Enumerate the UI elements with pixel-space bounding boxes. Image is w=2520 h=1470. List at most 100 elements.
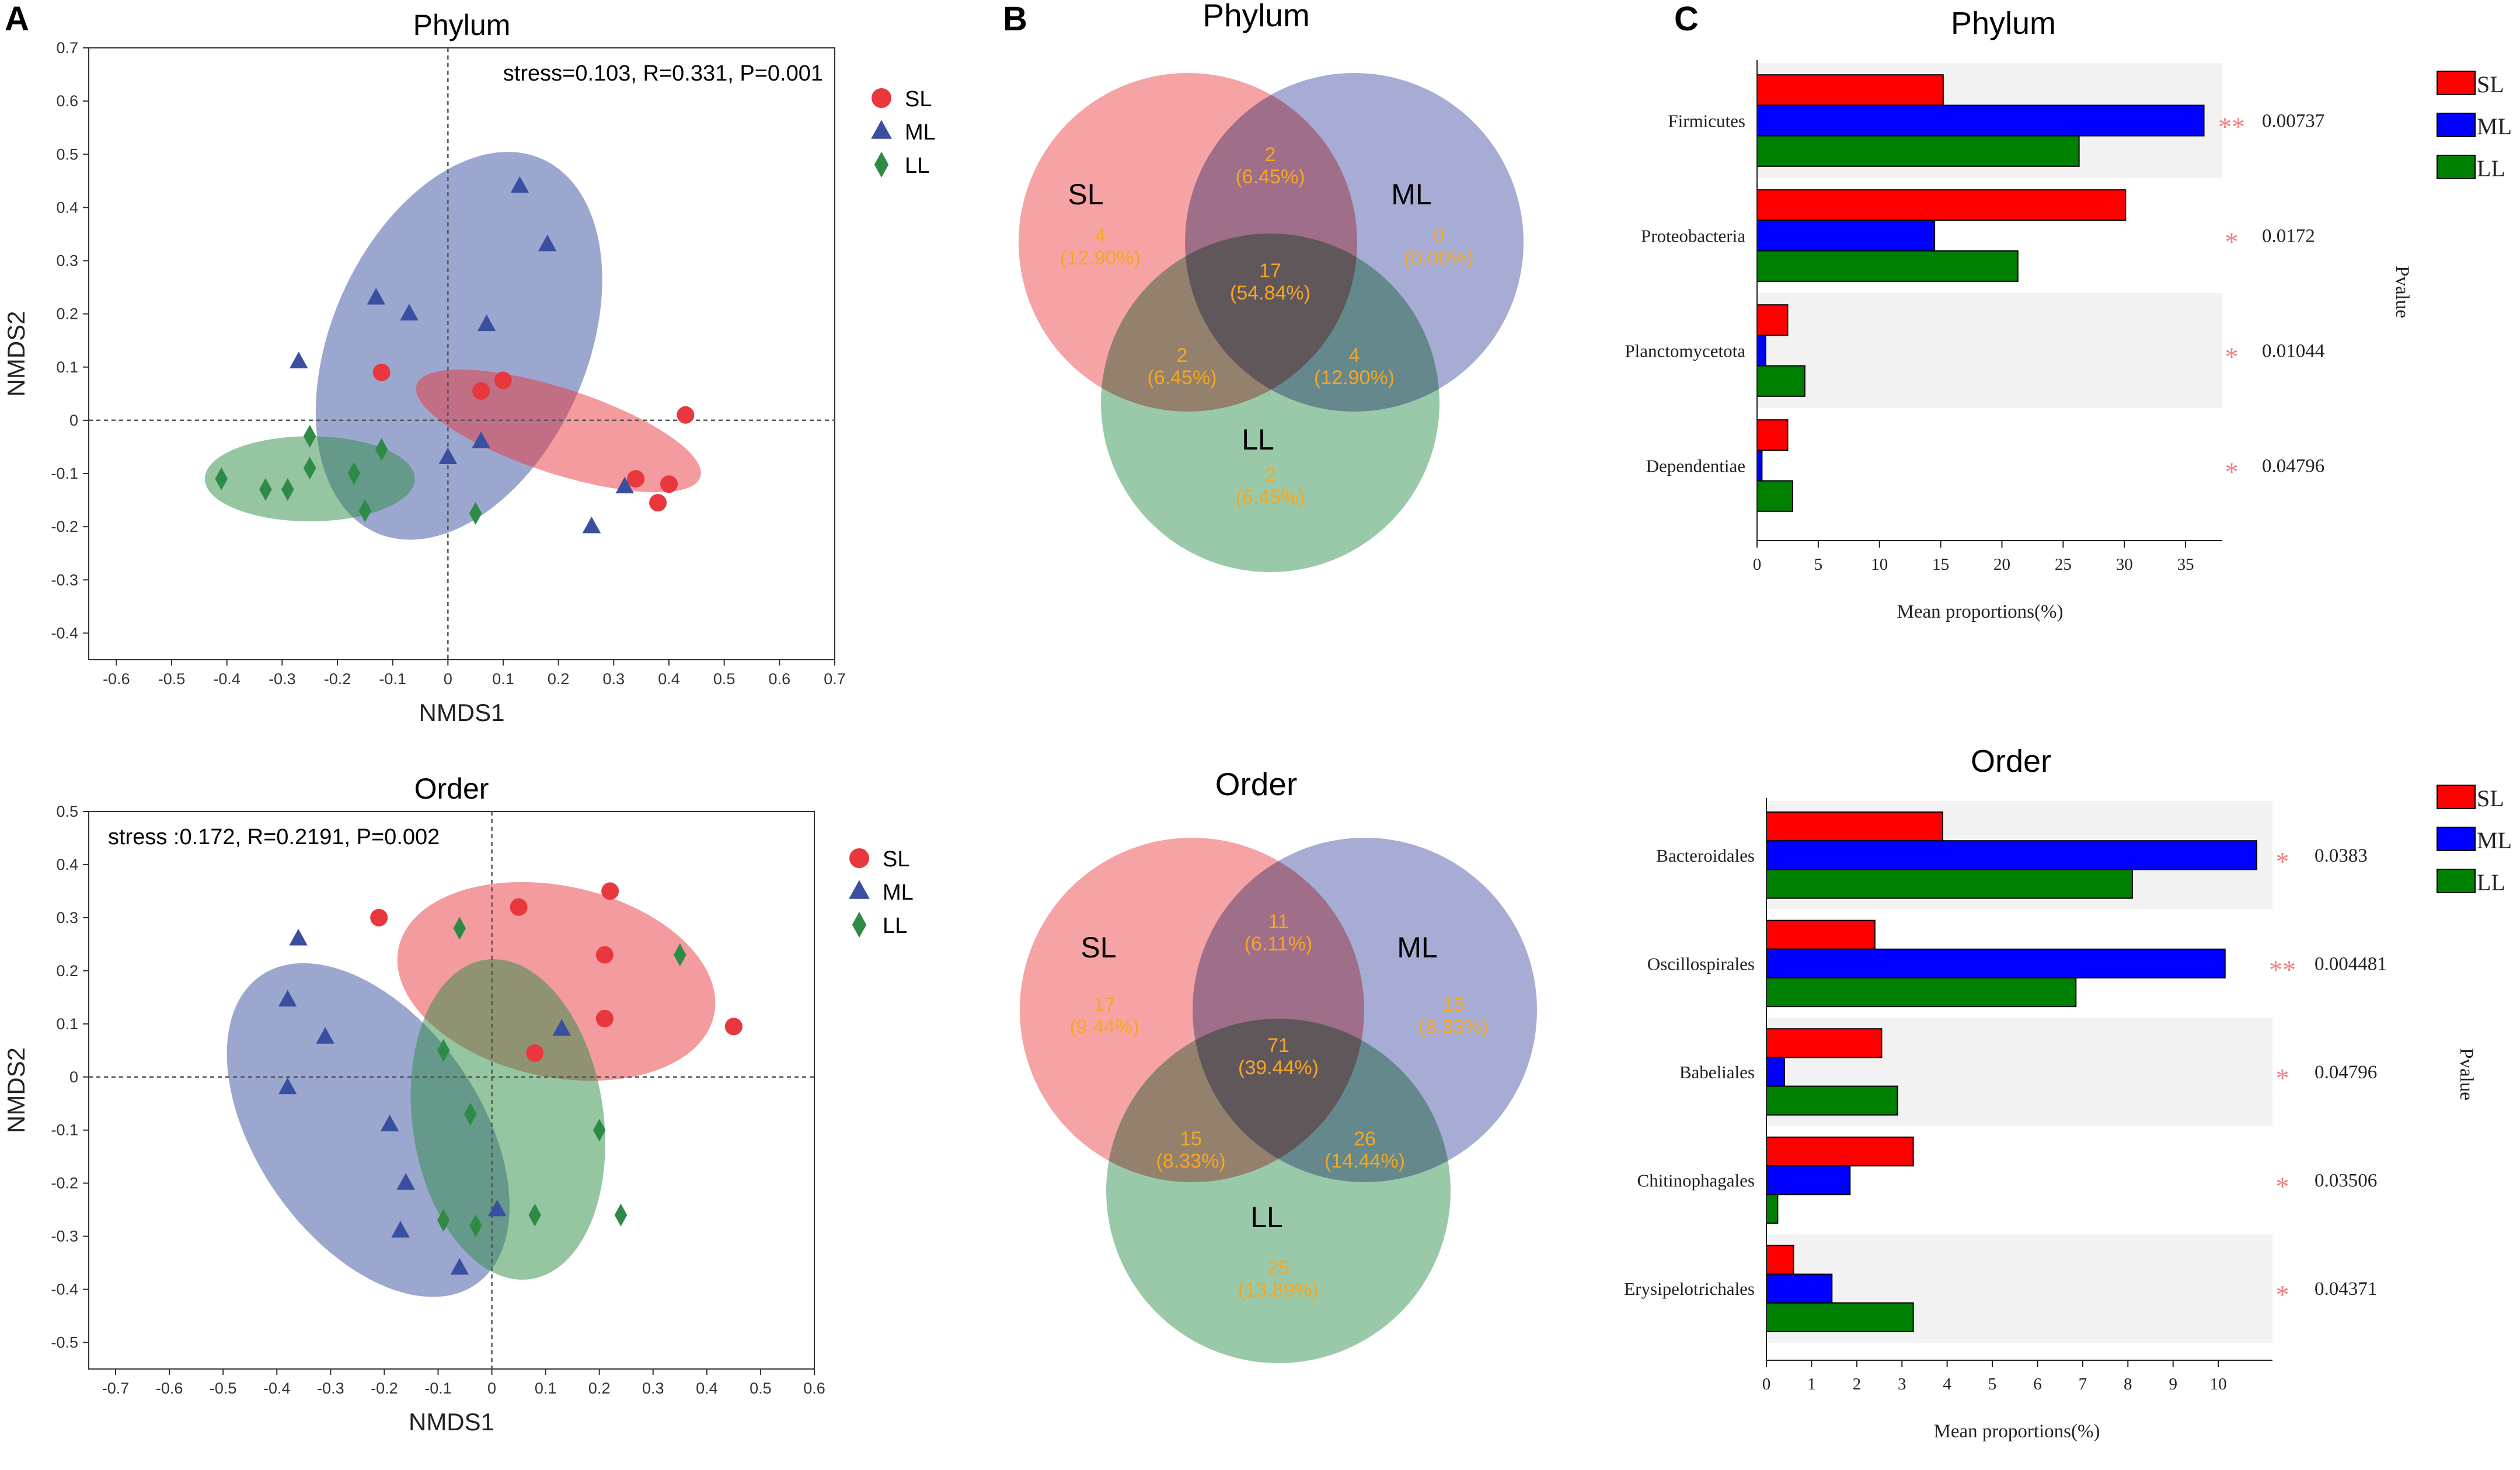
venn-circle-ll <box>1101 234 1439 572</box>
legend-marker-ll <box>852 911 867 938</box>
y-tick-label: 0.3 <box>56 252 78 270</box>
legend-swatch-sl <box>2437 785 2476 809</box>
x-tick-label: 25 <box>2055 555 2072 574</box>
venn-region-pct: (6.45%) <box>1235 486 1305 508</box>
p-value: 0.04796 <box>2262 456 2324 477</box>
legend-label-ml: ML <box>2477 827 2512 854</box>
point-sl <box>649 494 667 512</box>
point-ml <box>380 1114 399 1131</box>
p-value: 0.004481 <box>2315 953 2387 974</box>
x-tick-label: -0.5 <box>210 1380 237 1397</box>
point-ll <box>592 1119 606 1142</box>
point-sl <box>370 908 388 926</box>
point-ml <box>438 447 458 464</box>
venn-region-count: 25 <box>1267 1257 1289 1279</box>
ellipse-sl <box>416 370 701 493</box>
ellipse-ll <box>410 959 605 1280</box>
point-ml <box>278 990 297 1007</box>
stats-annotation: stress=0.103, R=0.331, P=0.001 <box>503 61 823 86</box>
x-tick-label: 0.6 <box>769 670 791 688</box>
category-band <box>1757 293 2222 408</box>
point-ll <box>463 1102 477 1126</box>
bar-ll <box>1766 977 2077 1008</box>
bar-sl <box>1756 74 1944 106</box>
chart-title: Phylum <box>1951 6 2056 41</box>
y-tick-label: 0.2 <box>56 962 78 980</box>
legend-label-sl: SL <box>883 847 909 872</box>
point-ml <box>400 304 419 321</box>
y-tick-label: 0 <box>69 1068 78 1086</box>
x-tick-label: 4 <box>1943 1375 1951 1394</box>
y-tick-label: -0.4 <box>51 1281 78 1298</box>
x-tick-label: -0.1 <box>424 1380 452 1397</box>
p-value: 0.04371 <box>2315 1279 2377 1300</box>
venn-region-pct: (9.44%) <box>1069 1016 1139 1038</box>
point-ml <box>552 1019 571 1036</box>
point-ml <box>472 431 490 448</box>
x-tick-label: 6 <box>2033 1375 2042 1394</box>
panel-label-b: B <box>1003 0 1027 38</box>
x-tick-label: -0.3 <box>317 1380 344 1397</box>
x-tick-label: 35 <box>2177 555 2194 574</box>
pvalue-axis-title: Pvalue <box>2456 1048 2477 1100</box>
x-tick-label: -0.2 <box>371 1380 398 1397</box>
point-ml <box>391 1221 410 1238</box>
significance-stars: * <box>2225 227 2239 257</box>
y-tick-label: 0.5 <box>56 803 78 820</box>
point-ll <box>674 943 686 967</box>
point-ll <box>358 499 372 522</box>
bar-sl <box>1756 419 1789 451</box>
point-ml <box>510 176 529 193</box>
venn-region-pct: (0.00%) <box>1404 247 1473 269</box>
p-value: 0.01044 <box>2262 341 2324 362</box>
venn-region-count: 15 <box>1180 1128 1202 1150</box>
x-tick-label: -0.2 <box>324 670 351 688</box>
x-tick-label: -0.1 <box>379 670 406 688</box>
p-value: 0.00737 <box>2262 111 2324 132</box>
point-sl <box>526 1044 544 1062</box>
y-tick-label: -0.3 <box>51 571 78 588</box>
x-tick-label: 0.4 <box>658 670 680 688</box>
x-tick-label: -0.6 <box>156 1380 183 1397</box>
point-ml <box>316 1027 334 1044</box>
bar-ll <box>1766 1302 1914 1332</box>
x-tick-label: 0.3 <box>603 670 625 688</box>
venn-region-pct: (8.33%) <box>1156 1150 1225 1172</box>
bar-ll <box>1756 250 2019 282</box>
legend-swatch-ll <box>2437 869 2476 893</box>
venn-region-pct: (54.84%) <box>1230 282 1310 304</box>
x-tick-label: 10 <box>1871 555 1888 574</box>
point-ll <box>528 1203 542 1227</box>
point-ml <box>450 1257 469 1275</box>
venn-region-count: 11 <box>1268 911 1288 933</box>
x-tick-label: 0.5 <box>750 1380 772 1397</box>
x-tick-label: -0.5 <box>158 670 186 688</box>
legend-label-sl: SL <box>905 87 932 112</box>
x-axis-title: Mean proportions(%) <box>1897 601 2063 622</box>
y-tick-label: -0.1 <box>51 465 78 482</box>
bar-ml <box>1756 335 1766 367</box>
venn-region-pct: (12.90%) <box>1314 367 1395 389</box>
p-value: 0.0383 <box>2315 845 2368 866</box>
x-tick-label: 20 <box>1993 555 2010 574</box>
legend-swatch-ml <box>2437 827 2476 851</box>
point-ll <box>347 462 361 485</box>
venn-region-pct: (12.90%) <box>1060 247 1141 269</box>
x-tick-label: -0.4 <box>213 670 241 688</box>
legend-label-ml: ML <box>883 880 914 905</box>
venn-region-count: 71 <box>1267 1034 1289 1057</box>
bar-sl <box>1766 1245 1794 1275</box>
y-tick-label: 0.1 <box>56 1015 78 1033</box>
point-ml <box>289 351 308 368</box>
bar-ll <box>1756 135 2080 167</box>
x-tick-label: -0.7 <box>102 1380 130 1397</box>
legend-label-ll: LL <box>905 154 929 178</box>
y-tick-label: -0.1 <box>51 1121 78 1139</box>
venn-region-pct: (8.33%) <box>1418 1016 1488 1038</box>
point-ll <box>303 424 316 448</box>
venn-set-label-ml: ML <box>1397 931 1437 964</box>
point-ll <box>281 478 294 501</box>
y-tick-label: -0.3 <box>51 1228 78 1245</box>
legend-label-sl: SL <box>2477 785 2504 811</box>
